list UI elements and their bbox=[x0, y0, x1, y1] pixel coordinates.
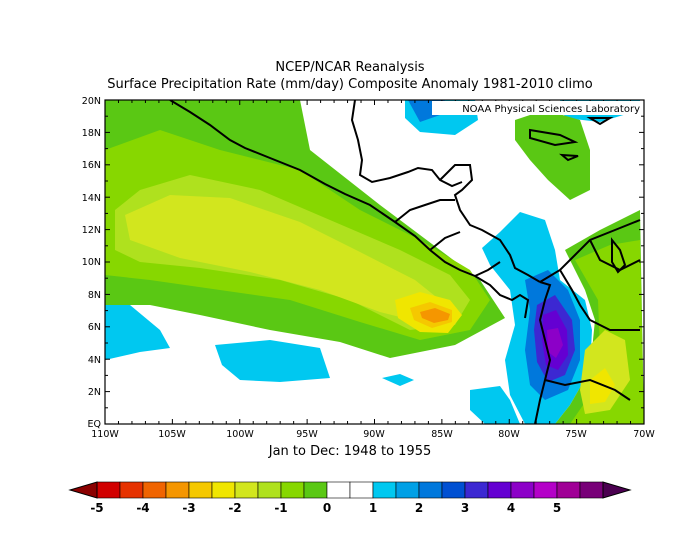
colorbar-cell bbox=[395, 481, 420, 499]
anomaly-zone-minus1-andes bbox=[515, 110, 590, 200]
lake-maracaibo bbox=[611, 237, 627, 274]
lon-label: 70W bbox=[633, 429, 655, 440]
colorbar-cell bbox=[142, 481, 167, 499]
longitude-labels: 110W 105W 100W 95W 90W 85W 80W 75W 70W bbox=[91, 429, 655, 440]
colorbar-label: -3 bbox=[182, 501, 195, 515]
colorbar-cell bbox=[533, 481, 558, 499]
lat-label: 12N bbox=[82, 225, 101, 236]
south-america-borders bbox=[539, 219, 641, 401]
colorbar-cell bbox=[556, 481, 581, 499]
colorbar-label: 5 bbox=[553, 501, 561, 515]
anomaly-zone-plus1-west bbox=[105, 305, 170, 360]
colorbar-label: -4 bbox=[136, 501, 149, 515]
colorbar-cell bbox=[234, 481, 259, 499]
lat-label: EQ bbox=[88, 419, 101, 430]
colorbar-label: 2 bbox=[415, 501, 423, 515]
map-subtitle: Surface Precipitation Rate (mm/day) Comp… bbox=[107, 77, 593, 92]
lat-label: 14N bbox=[82, 193, 101, 204]
cuba bbox=[529, 128, 579, 147]
colorbar-cell bbox=[464, 481, 489, 499]
colorbar-cell bbox=[96, 481, 121, 499]
lon-label: 80W bbox=[498, 429, 520, 440]
lat-label: 2N bbox=[88, 387, 101, 398]
colorbar-cell bbox=[487, 481, 512, 499]
coastlines bbox=[169, 100, 641, 424]
colorbar-label: 3 bbox=[461, 501, 469, 515]
lat-label: 10N bbox=[82, 257, 101, 268]
colorbar-label: -2 bbox=[228, 501, 241, 515]
colorbar-cell bbox=[165, 481, 190, 499]
colorbar-label: 0 bbox=[323, 501, 331, 515]
lon-label: 75W bbox=[565, 429, 587, 440]
colorbar-left-arrow bbox=[68, 481, 98, 499]
lon-label: 90W bbox=[363, 429, 385, 440]
borders bbox=[394, 199, 501, 277]
lat-label: 16N bbox=[82, 160, 101, 171]
lat-label: 20N bbox=[82, 96, 101, 107]
colorbar-cell bbox=[119, 481, 144, 499]
lon-label: 95W bbox=[296, 429, 318, 440]
lat-label: 6N bbox=[88, 322, 101, 333]
anomaly-zone-plus1-central bbox=[215, 340, 330, 382]
lat-label: 8N bbox=[88, 290, 101, 301]
colorbar-label: -5 bbox=[90, 501, 103, 515]
colorbar-cell bbox=[188, 481, 213, 499]
colorbar-label: -1 bbox=[274, 501, 287, 515]
lon-label: 85W bbox=[431, 429, 453, 440]
anomaly-zone-minus5 bbox=[420, 308, 450, 323]
colorbar-cell bbox=[349, 481, 374, 499]
anomaly-zone-plus5 bbox=[547, 328, 563, 358]
anomaly-zone-plus1-small bbox=[382, 374, 414, 386]
anomaly-zone-minus2-5 bbox=[125, 195, 440, 322]
hispaniola-jamaica bbox=[559, 117, 614, 162]
colorbar-cell bbox=[372, 481, 397, 499]
colorbar-cell bbox=[257, 481, 282, 499]
colorbar-cell bbox=[579, 481, 604, 499]
credit-label: NOAA Physical Sciences Laboratory bbox=[462, 104, 640, 115]
lon-label: 105W bbox=[158, 429, 186, 440]
colorbar-cell bbox=[280, 481, 305, 499]
colorbar-cell bbox=[441, 481, 466, 499]
lat-label: 4N bbox=[88, 355, 101, 366]
colorbar-right-arrow bbox=[602, 481, 632, 499]
anomaly-fields bbox=[105, 100, 644, 424]
colorbar-cell bbox=[211, 481, 236, 499]
credit-box bbox=[432, 101, 643, 115]
yucatan bbox=[439, 164, 541, 283]
anomaly-zone-plus1-south bbox=[470, 386, 520, 424]
colorbar-cells bbox=[96, 481, 604, 499]
mexico-pacific-coast bbox=[169, 100, 530, 319]
colorbar-cell bbox=[303, 481, 328, 499]
lat-label: 18N bbox=[82, 128, 101, 139]
south-america-west-coast bbox=[534, 281, 552, 424]
colorbar-labels: -5 -4 -3 -2 -1 0 1 2 3 4 5 bbox=[90, 501, 561, 515]
time-range-caption: Jan to Dec: 1948 to 1955 bbox=[268, 444, 432, 459]
latitude-labels: EQ 2N 4N 6N 8N 10N 12N 14N 16N 18N 20N bbox=[82, 96, 101, 430]
map-title: NCEP/NCAR Reanalysis bbox=[275, 60, 425, 75]
colorbar-cell bbox=[510, 481, 535, 499]
colorbar-label: 1 bbox=[369, 501, 377, 515]
lon-label: 110W bbox=[91, 429, 119, 440]
colorbar-cell bbox=[326, 481, 351, 499]
colorbar-cell bbox=[418, 481, 443, 499]
colorbar-label: 4 bbox=[507, 501, 515, 515]
lon-label: 100W bbox=[226, 429, 254, 440]
